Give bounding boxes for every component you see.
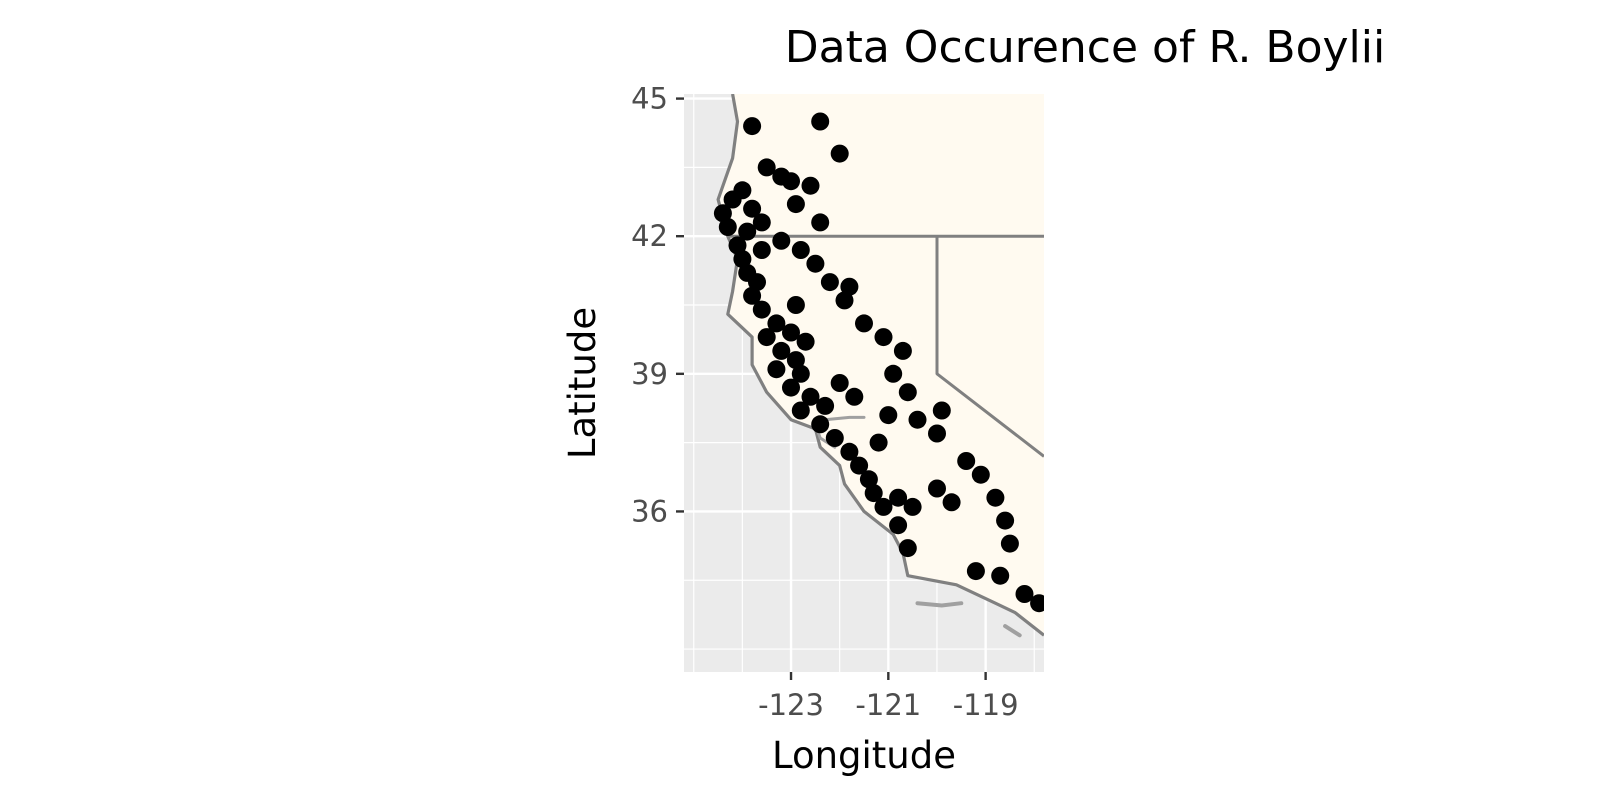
chart-title: Data Occurence of R. Boylii — [785, 22, 1385, 73]
occurrence-point — [791, 364, 810, 383]
occurrence-point — [942, 493, 961, 512]
occurrence-point — [801, 176, 820, 195]
occurrence-point — [767, 360, 786, 379]
occurrence-point — [820, 273, 839, 292]
occurrence-point — [957, 452, 976, 470]
occurrence-point — [850, 456, 869, 475]
island-outline — [1003, 624, 1022, 638]
island-outline — [915, 601, 964, 608]
occurrence-point — [791, 241, 810, 259]
y-tick-label: 39 — [631, 357, 668, 391]
occurrence-point — [971, 465, 990, 484]
occurrence-point — [767, 314, 786, 333]
occurrence-point — [991, 566, 1010, 585]
occurrence-point — [830, 374, 849, 392]
occurrence-point — [874, 328, 893, 347]
occurrence-point — [898, 539, 917, 558]
y-axis-title: Latitude — [561, 307, 604, 459]
occurrence-point — [748, 273, 766, 292]
occurrence-point — [743, 286, 762, 305]
occurrence-point — [801, 387, 820, 406]
occurrence-point — [757, 328, 776, 347]
occurrence-point — [782, 323, 800, 342]
occurrence-point — [1030, 594, 1044, 613]
occurrence-point — [786, 296, 805, 314]
occurrence-point — [811, 213, 830, 232]
occurrence-point — [889, 488, 908, 507]
occurrence-point — [786, 351, 805, 370]
occurrence-point — [845, 387, 864, 406]
occurrence-point — [791, 401, 810, 420]
occurrence-point — [898, 383, 917, 402]
occurrence-point — [932, 401, 951, 420]
occurrence-point — [864, 484, 883, 503]
occurrence-point — [752, 241, 771, 259]
x-tick-label: -121 — [855, 688, 921, 722]
occurrence-point — [796, 332, 815, 351]
occurrence-point — [986, 488, 1005, 507]
occurrence-point — [1000, 534, 1019, 553]
occurrence-point — [879, 406, 898, 425]
occurrence-point — [816, 396, 835, 415]
occurrence-point — [835, 291, 854, 310]
state-border — [935, 236, 1044, 458]
occurrence-point — [743, 117, 762, 136]
y-tick-label: 36 — [631, 494, 668, 528]
occurrence-point — [752, 213, 771, 232]
occurrence-point — [738, 222, 757, 241]
occurrence-point — [996, 511, 1015, 530]
occurrence-point — [811, 112, 830, 131]
occurrence-point — [889, 516, 908, 535]
occurrence-point — [806, 254, 825, 273]
occurrence-point — [840, 442, 859, 461]
occurrence-point — [859, 470, 878, 489]
occurrence-point — [786, 195, 805, 214]
y-tick-label: 45 — [631, 82, 668, 116]
x-axis-title: Longitude — [772, 734, 956, 777]
occurrence-point — [743, 199, 762, 218]
occurrence-point — [874, 497, 893, 516]
x-tick-label: -123 — [758, 688, 824, 722]
plot-panel — [684, 94, 1044, 672]
occurrence-point — [772, 341, 791, 360]
occurrence-point — [1015, 585, 1034, 603]
occurrence-point — [869, 433, 888, 452]
occurrence-point — [840, 277, 859, 296]
occurrence-point — [757, 158, 776, 177]
occurrence-point — [855, 314, 873, 333]
occurrence-point — [908, 410, 927, 429]
occurrence-point — [928, 424, 946, 443]
occurrence-point — [718, 218, 737, 236]
occurrence-point — [811, 415, 830, 434]
x-tick-label: -119 — [953, 688, 1019, 722]
y-tick-label: 42 — [631, 219, 668, 253]
occurrence-point — [752, 300, 771, 319]
occurrence-point — [884, 364, 903, 383]
occurrence-point — [733, 250, 752, 269]
axes: -123 -121 -119 36 39 42 45 — [631, 82, 1018, 722]
occurrence-point — [733, 181, 752, 200]
occurrence-point — [713, 204, 732, 223]
occurrence-point — [830, 144, 849, 163]
land-area — [718, 94, 1044, 636]
occurrence-point — [782, 172, 800, 191]
occurrence-point — [966, 562, 985, 581]
occurrence-point — [903, 497, 922, 516]
occurrence-points — [713, 112, 1044, 613]
occurrence-point — [825, 429, 844, 447]
occurrence-point — [728, 236, 747, 255]
occurrence-point — [772, 231, 791, 250]
occurrence-point — [928, 479, 946, 498]
occurrence-point — [782, 378, 800, 397]
occurrence-point — [893, 341, 912, 360]
